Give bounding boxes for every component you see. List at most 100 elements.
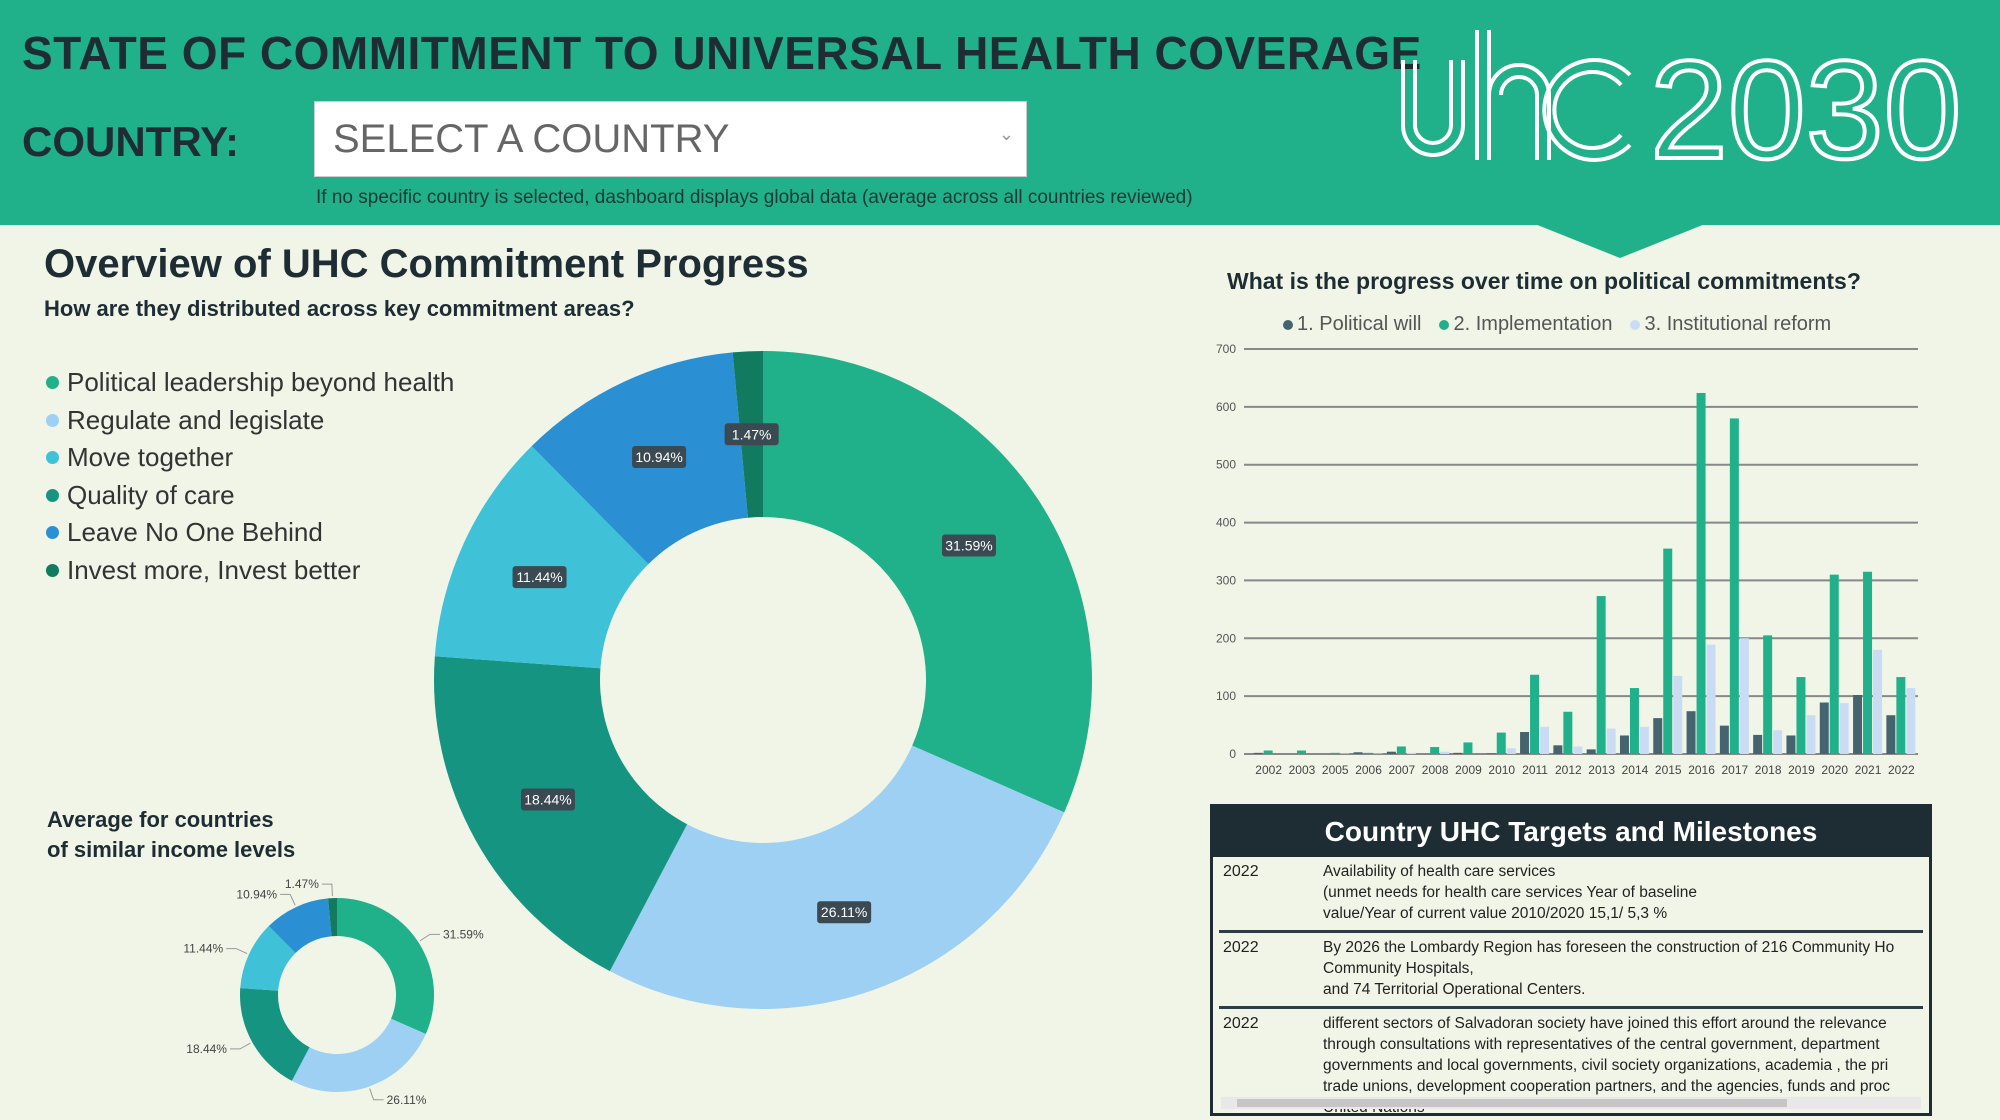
bar[interactable] [1340,753,1350,754]
bar[interactable] [1540,726,1550,754]
bar[interactable] [1619,735,1629,754]
country-select[interactable]: SELECT A COUNTRY ⌄ [314,101,1027,177]
bar[interactable] [1719,725,1729,754]
slice-label: 11.44% [183,942,223,956]
bar[interactable] [1829,574,1839,754]
bar[interactable] [1440,751,1450,754]
bar[interactable] [1406,752,1416,754]
bar[interactable] [1739,638,1749,754]
bar-legend-item[interactable]: 3. Institutional reform [1630,313,1831,336]
bar[interactable] [1629,688,1639,754]
bar[interactable] [1263,750,1273,754]
bar[interactable] [1386,751,1396,754]
bar[interactable] [1763,635,1773,754]
bar[interactable] [1520,732,1530,754]
bar[interactable] [1796,677,1806,754]
bar[interactable] [1353,752,1363,754]
bar[interactable] [1563,711,1573,754]
y-tick-label: 0 [1229,747,1236,761]
bar[interactable] [1653,718,1663,754]
slice-label: 26.11% [387,1093,427,1107]
y-tick-label: 200 [1216,631,1236,645]
legend-label: Political leadership beyond health [67,367,455,398]
bar[interactable] [1496,732,1506,754]
milestone-row[interactable]: 2022 different sectors of Salvadoran soci… [1219,1009,1923,1113]
slice-label: 31.59% [945,538,992,554]
donut-slice[interactable] [609,745,1065,1009]
bar[interactable] [1553,745,1563,754]
x-tick-label: 2007 [1388,763,1415,777]
bar[interactable] [1463,742,1473,754]
bar[interactable] [1729,418,1739,754]
bar[interactable] [1686,711,1696,754]
x-tick-label: 2016 [1688,763,1715,777]
bar[interactable] [1296,750,1306,754]
legend-item[interactable]: Political leadership beyond health [46,364,454,402]
bar[interactable] [1586,749,1596,754]
bar[interactable] [1706,644,1716,754]
bar[interactable] [1663,548,1673,754]
bar[interactable] [1906,688,1916,754]
donut-slice[interactable] [239,988,310,1081]
bar[interactable] [1863,571,1873,754]
x-tick-label: 2006 [1355,763,1382,777]
bar[interactable] [1363,752,1373,754]
milestone-row[interactable]: 2022 By 2026 the Lombardy Region has fore… [1219,933,1923,1009]
donut-slice[interactable] [291,1018,426,1092]
bar[interactable] [1753,734,1763,754]
donut-slice[interactable] [337,897,435,1035]
legend-item[interactable]: Quality of care [46,477,454,515]
bar[interactable] [1696,392,1706,754]
legend-label: 3. Institutional reform [1644,313,1832,335]
bar-legend-item[interactable]: 1. Political will [1283,313,1421,336]
milestone-year: 2022 [1223,863,1259,880]
page-title: STATE OF COMMITMENT TO UNIVERSAL HEALTH … [22,27,1422,79]
x-tick-label: 2010 [1488,763,1515,777]
donut-slice[interactable] [763,351,1092,813]
bar-legend-item[interactable]: 2. Implementation [1439,313,1612,336]
bar[interactable] [1486,753,1496,754]
scrollbar-thumb[interactable] [1237,1099,1787,1107]
bar[interactable] [1886,715,1896,754]
bar[interactable] [1330,752,1340,754]
bar[interactable] [1506,748,1516,754]
donut-slice[interactable] [434,446,649,669]
bar[interactable] [1806,715,1816,754]
donut-slice[interactable] [268,898,332,954]
bar[interactable] [1530,674,1540,754]
income-average-title: Average for countries of similar income l… [47,805,295,865]
bar[interactable] [1396,746,1406,754]
legend-item[interactable]: Invest more, Invest better [46,552,454,590]
bar[interactable] [1430,747,1440,754]
milestone-row[interactable]: 2022 Availability of health care services… [1219,857,1923,933]
bar[interactable] [1839,703,1849,754]
bar[interactable] [1253,752,1263,754]
bar[interactable] [1596,596,1606,754]
bar[interactable] [1873,649,1883,754]
bar[interactable] [1639,726,1649,754]
bar[interactable] [1453,752,1463,754]
legend-item[interactable]: Leave No One Behind [46,514,454,552]
legend-label: Leave No One Behind [67,517,323,548]
bar[interactable] [1853,694,1863,754]
progress-bar-chart: 0 100 200 300 400 500 600 700 2002 2003 2005 2006 20… [1216,342,1918,777]
bar-chart-legend: 1. Political will 2. Implementation 3. Ins… [1283,313,1831,336]
donut-slice[interactable] [240,926,296,991]
leader-line [229,1042,251,1050]
x-tick-label: 2008 [1422,763,1449,777]
donut-slice[interactable] [328,897,337,937]
bar[interactable] [1606,728,1616,754]
milestone-text: By 2026 the Lombardy Region has foreseen… [1323,939,1895,998]
overview-title: Overview of UHC Commitment Progress [44,242,809,286]
bar[interactable] [1773,730,1783,754]
bar[interactable] [1786,735,1796,754]
horizontal-scrollbar[interactable] [1221,1097,1921,1109]
bar[interactable] [1673,675,1683,754]
bar[interactable] [1573,746,1583,754]
legend-item[interactable]: Move together [46,439,454,477]
bar[interactable] [1896,677,1906,754]
bar[interactable] [1819,702,1829,754]
donut-slice[interactable] [433,656,688,972]
bar[interactable] [1373,753,1383,754]
legend-item[interactable]: Regulate and legislate [46,402,454,440]
